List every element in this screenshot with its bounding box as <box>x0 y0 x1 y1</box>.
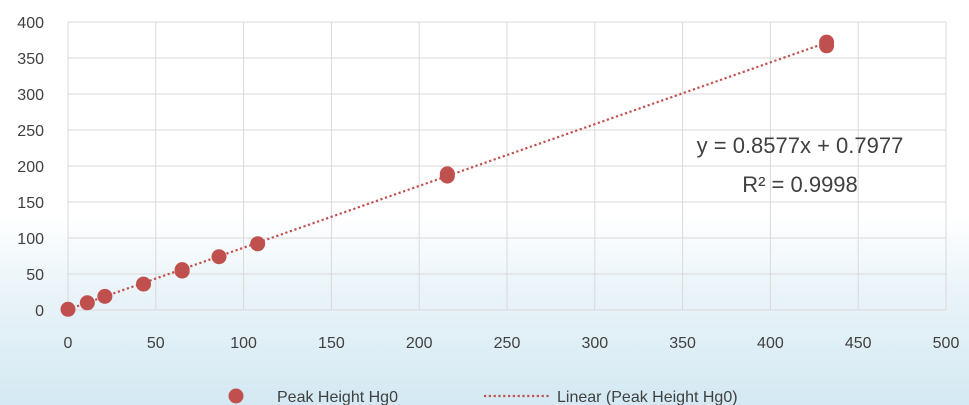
y-tick-label: 100 <box>17 231 44 248</box>
grid <box>67 21 947 311</box>
y-tick-label: 400 <box>17 15 44 32</box>
x-tick-label: 300 <box>581 335 608 352</box>
x-tick-label: 200 <box>406 335 433 352</box>
data-point <box>136 276 152 292</box>
data-point <box>439 166 455 182</box>
data-point <box>819 34 835 50</box>
y-tick-label: 0 <box>35 303 44 320</box>
legend: Peak Height Hg0 Linear (Peak Height Hg0) <box>228 388 738 405</box>
x-tick-label: 400 <box>757 335 784 352</box>
data-point <box>250 236 266 252</box>
y-tick-label: 150 <box>17 195 44 212</box>
legend-marker-circle-icon <box>228 388 244 404</box>
r-squared-label: R² = 0.9998 <box>742 172 858 197</box>
y-tick-label: 300 <box>17 87 44 104</box>
data-point <box>79 295 95 311</box>
legend-label-series: Peak Height Hg0 <box>277 389 398 405</box>
y-tick-label: 250 <box>17 123 44 140</box>
data-point <box>211 249 227 265</box>
x-tick-label: 250 <box>494 335 521 352</box>
data-points <box>60 34 835 317</box>
x-tick-label: 350 <box>669 335 696 352</box>
x-tick-label: 150 <box>318 335 345 352</box>
x-tick-label: 500 <box>933 335 960 352</box>
y-tick-label: 350 <box>17 51 44 68</box>
x-tick-label: 100 <box>230 335 257 352</box>
legend-label-trendline: Linear (Peak Height Hg0) <box>557 389 738 405</box>
data-point <box>174 262 190 278</box>
data-point <box>60 301 76 317</box>
trendline-equation: y = 0.8577x + 0.7977 <box>697 133 904 158</box>
x-tick-label: 50 <box>147 335 165 352</box>
x-tick-label: 450 <box>845 335 872 352</box>
x-tick-label: 0 <box>64 335 73 352</box>
y-tick-label: 50 <box>26 267 44 284</box>
axes: 0 50 100 150 200 250 300 350 400 0 50 100 150 200 250 3… <box>17 15 959 352</box>
data-point <box>97 288 113 304</box>
y-tick-label: 200 <box>17 159 44 176</box>
